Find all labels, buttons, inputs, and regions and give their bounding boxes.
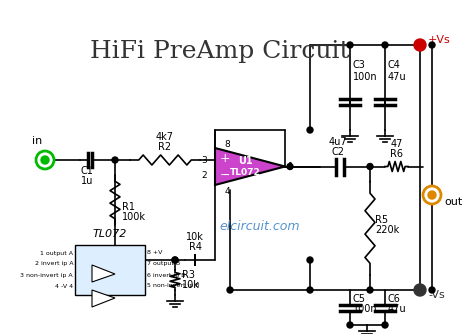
Circle shape [307,287,313,293]
Polygon shape [215,148,285,185]
Text: R2: R2 [158,142,172,152]
Circle shape [287,164,293,169]
Text: elcircuit.com: elcircuit.com [220,220,300,233]
Circle shape [307,127,313,133]
Text: R5: R5 [375,215,388,225]
Text: R1: R1 [122,202,135,212]
Circle shape [41,156,49,164]
Text: C4: C4 [388,60,401,70]
Circle shape [112,157,118,163]
Text: 3 non-invert ip A: 3 non-invert ip A [20,273,73,278]
Text: -Vs: -Vs [428,290,445,300]
Text: 8 +V: 8 +V [147,250,163,256]
Text: R6: R6 [390,149,403,159]
Text: +Vs: +Vs [428,35,451,45]
Circle shape [382,322,388,328]
Circle shape [307,257,313,263]
Circle shape [347,322,353,328]
Text: 47: 47 [390,139,403,149]
Circle shape [172,257,178,263]
Text: R3: R3 [182,270,195,280]
Text: C2: C2 [331,147,345,157]
Text: 1u: 1u [81,176,93,186]
Circle shape [429,42,435,48]
Text: 3: 3 [201,156,207,165]
Text: 100n: 100n [353,72,378,82]
Text: HiFi PreAmp Circuit: HiFi PreAmp Circuit [90,40,350,63]
Text: 5 non-invert ip B: 5 non-invert ip B [147,284,200,289]
Circle shape [172,257,178,263]
Text: 6 invert ip B: 6 invert ip B [147,273,185,278]
Circle shape [347,42,353,48]
Text: 100n: 100n [353,304,378,314]
Text: C5: C5 [353,294,366,304]
Text: 4k7: 4k7 [156,132,174,142]
Text: C1: C1 [81,166,93,176]
Text: in: in [32,136,42,146]
Text: TL072: TL072 [93,229,127,239]
Circle shape [428,191,436,199]
Text: out: out [444,197,462,207]
Text: 47u: 47u [388,304,407,314]
Text: 1: 1 [288,162,294,171]
Text: 220k: 220k [375,225,399,235]
Text: 8: 8 [224,140,230,149]
Text: 4u7: 4u7 [328,137,347,147]
Text: 1 output A: 1 output A [40,250,73,256]
Text: 4 -V 4: 4 -V 4 [55,284,73,289]
Circle shape [367,164,373,169]
Circle shape [414,39,426,51]
Text: 10k: 10k [182,280,200,290]
Text: −: − [220,168,230,181]
Text: 2 invert ip A: 2 invert ip A [35,262,73,267]
Text: U1: U1 [237,156,252,166]
Text: 2: 2 [201,170,207,179]
Text: 47u: 47u [388,72,407,82]
Text: 10k: 10k [186,232,204,242]
Circle shape [429,287,435,293]
Polygon shape [92,290,115,307]
Text: 4: 4 [224,186,230,195]
Polygon shape [92,265,115,282]
Text: TL072: TL072 [229,167,260,176]
Circle shape [414,284,426,296]
Circle shape [227,287,233,293]
Text: 100k: 100k [122,212,146,222]
Circle shape [36,151,54,169]
FancyBboxPatch shape [75,245,145,295]
Text: C3: C3 [353,60,366,70]
Circle shape [367,287,373,293]
Text: 7 output B: 7 output B [147,262,180,267]
Text: C6: C6 [388,294,401,304]
Circle shape [423,186,441,204]
Text: +: + [220,152,231,165]
Text: R4: R4 [189,242,201,252]
Circle shape [382,42,388,48]
